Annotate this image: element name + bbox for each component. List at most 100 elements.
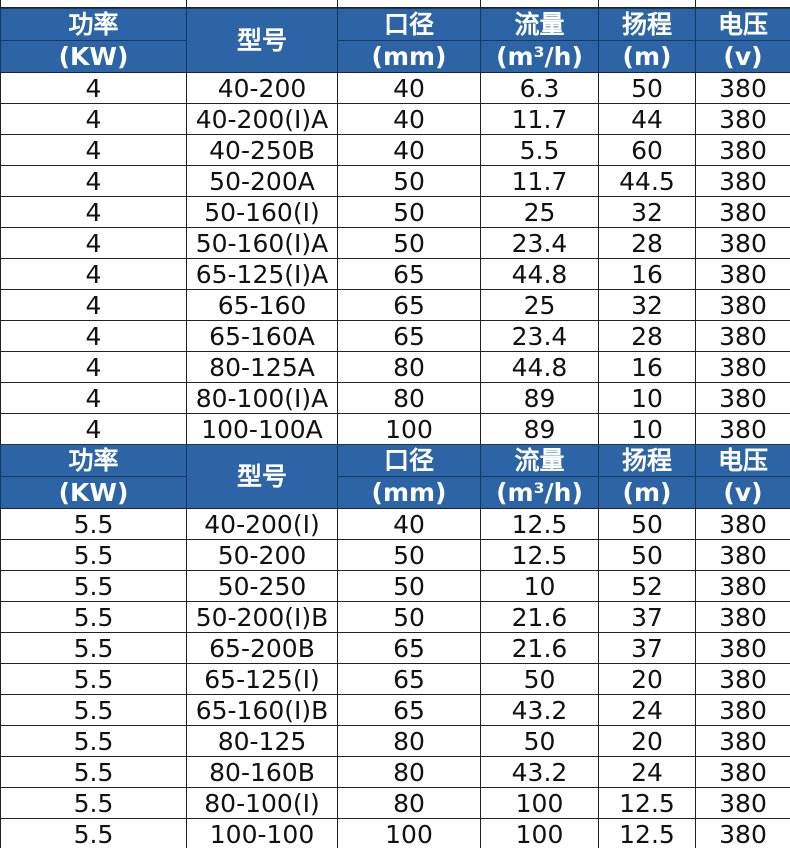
table-cell: 10 [598,382,696,414]
table-cell: 5.5 [0,663,187,695]
table-cell: 50 [337,227,481,259]
table-cell: 23.4 [480,227,599,259]
table-cell: 50 [598,508,696,540]
table-cell: 380 [695,601,790,633]
header-cell: 口径 (mm) [337,8,481,73]
table-cell: 100 [480,818,599,848]
table-cell: 11.7 [480,165,599,197]
header-text: 扬程 [621,9,672,39]
table-cell: 50-250 [186,570,338,602]
table-cell: 44.8 [480,258,599,290]
header-divider [481,40,598,41]
table-cell: 380 [695,165,790,197]
header-cell: 口径 (mm) [337,444,481,509]
table-cell: 43.2 [480,694,599,726]
table-cell: 12.5 [480,508,599,540]
table-cell: 50-160(I)A [186,227,338,259]
table-cell: 65-125(I) [186,663,338,695]
table-cell: 380 [695,289,790,321]
header-text: 型号 [236,461,287,491]
table-cell: 380 [695,508,790,540]
table-cell: 25 [480,196,599,228]
table-cell: 50-200(I)B [186,601,338,633]
table-cell: 65-125(I)A [186,258,338,290]
header-cell: 电压 (v) [695,8,790,73]
cut-row-cell [186,0,338,8]
table-cell: 80 [337,787,481,819]
table-cell: 5.5 [0,601,187,633]
header-text: (m³/h) [496,41,583,71]
table-cell: 28 [598,320,696,352]
table-cell: 50 [337,196,481,228]
header-divider [599,476,695,477]
table-cell: 50 [598,539,696,571]
header-text: 流量 [514,445,565,475]
table-cell: 380 [695,351,790,383]
cut-row-cell [480,0,599,8]
table-cell: 380 [695,227,790,259]
table-cell: 10 [480,570,599,602]
table-cell: 380 [695,539,790,571]
table-cell: 4 [0,227,187,259]
table-cell: 380 [695,663,790,695]
table-cell: 100 [337,413,481,445]
header-text: (m³/h) [496,477,583,507]
header-text: 扬程 [621,445,672,475]
table-cell: 65-160 [186,289,338,321]
table-cell: 65 [337,663,481,695]
header-cell: 流量 (m³/h) [480,444,599,509]
table-cell: 50 [337,601,481,633]
table-cell: 50 [480,663,599,695]
table-cell: 40-200(I) [186,508,338,540]
table-cell: 380 [695,196,790,228]
table-cell: 5.5 [0,787,187,819]
table-cell: 80-100(I)A [186,382,338,414]
header-text: 流量 [514,9,565,39]
header-text: (m) [622,41,672,71]
table-cell: 65 [337,694,481,726]
table-cell: 24 [598,756,696,788]
table-cell: 5.5 [0,694,187,726]
header-cell: 功率 (KW) [0,8,187,73]
header-text: 功率 [68,9,119,39]
header-cell: 流量 (m³/h) [480,8,599,73]
table-cell: 80-125 [186,725,338,757]
table-cell: 65 [337,320,481,352]
table-cell: 65 [337,258,481,290]
table-cell: 44.8 [480,351,599,383]
header-text: (v) [723,41,763,71]
header-text: (v) [723,477,763,507]
header-divider [696,476,790,477]
table-cell: 50-200A [186,165,338,197]
table-cell: 25 [480,289,599,321]
table-cell: 380 [695,632,790,664]
table-cell: 6.3 [480,72,599,104]
table-cell: 100 [480,787,599,819]
table-cell: 4 [0,134,187,166]
header-text: (mm) [371,477,447,507]
header-divider [481,476,598,477]
table-cell: 12.5 [480,539,599,571]
table-cell: 4 [0,165,187,197]
table-cell: 5.5 [0,725,187,757]
table-cell: 89 [480,382,599,414]
header-cell: 扬程 (m) [598,444,696,509]
table-cell: 60 [598,134,696,166]
header-text: (KW) [58,41,129,71]
table-cell: 20 [598,663,696,695]
table-cell: 380 [695,570,790,602]
table-cell: 5.5 [0,818,187,848]
table-cell: 380 [695,725,790,757]
table-cell: 4 [0,413,187,445]
table-cell: 10 [598,413,696,445]
table-cell: 380 [695,818,790,848]
table-cell: 80 [337,351,481,383]
table-cell: 65 [337,632,481,664]
table-cell: 4 [0,103,187,135]
table-cell: 50 [480,725,599,757]
header-text: 电压 [717,9,768,39]
table-cell: 80 [337,725,481,757]
header-text: (mm) [371,41,447,71]
table-cell: 40 [337,103,481,135]
header-divider [338,40,480,41]
